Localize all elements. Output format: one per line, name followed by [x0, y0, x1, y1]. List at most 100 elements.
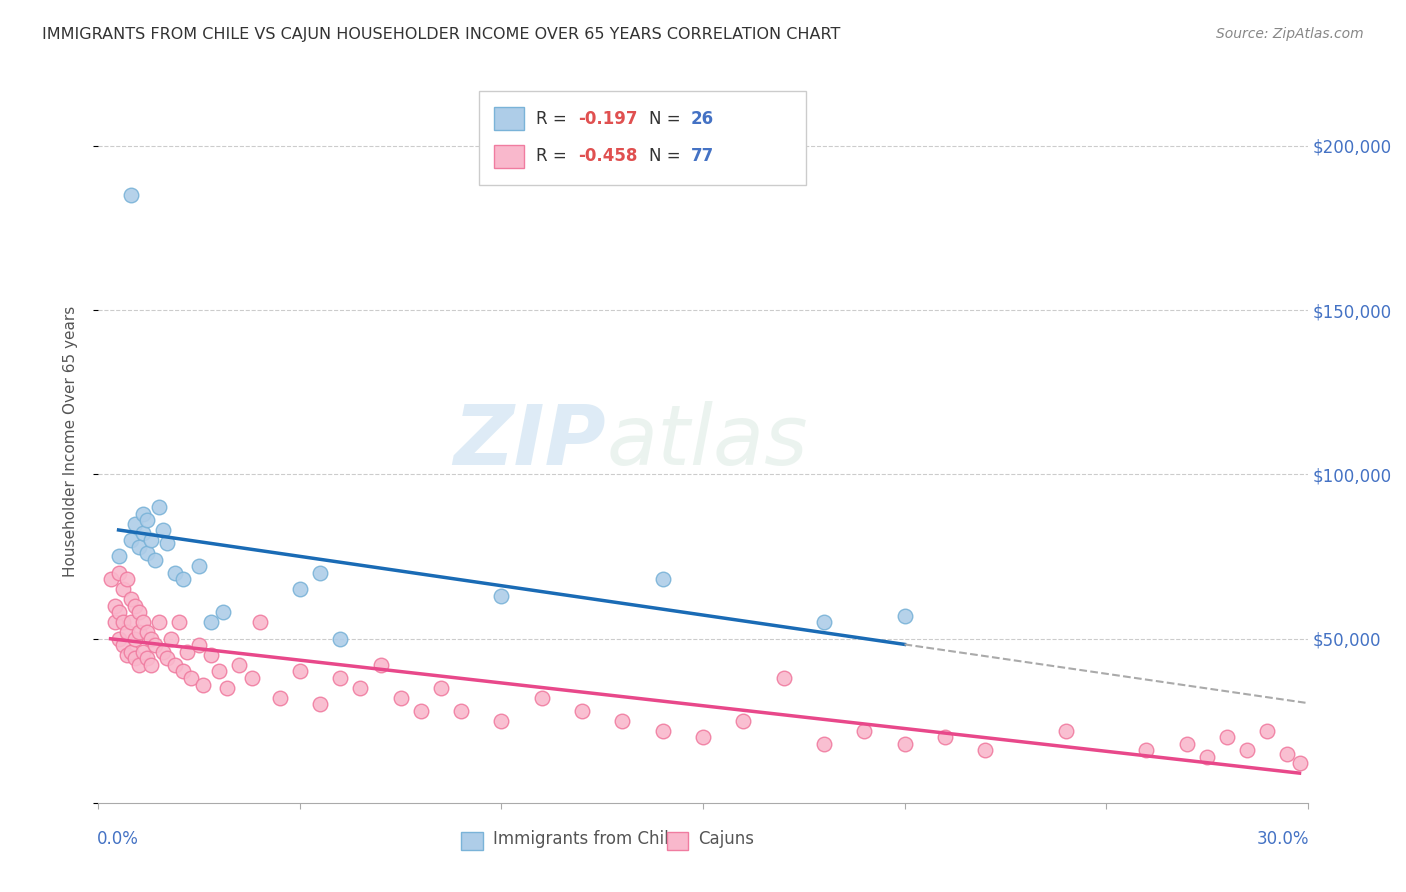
Point: [651, 723, 673, 738]
Point: [107, 605, 129, 619]
Point: [135, 651, 157, 665]
Point: [172, 665, 194, 679]
Text: R =: R =: [536, 147, 572, 165]
Point: [156, 536, 179, 550]
Text: 26: 26: [690, 110, 714, 128]
Text: 77: 77: [690, 147, 714, 165]
Point: [143, 553, 166, 567]
Point: [128, 605, 150, 619]
Point: [188, 559, 211, 574]
Bar: [666, 831, 689, 850]
Text: Cajuns: Cajuns: [699, 830, 754, 848]
Point: [176, 645, 198, 659]
Point: [139, 632, 162, 646]
Point: [612, 714, 634, 728]
Text: ZIP: ZIP: [454, 401, 606, 482]
Point: [160, 632, 183, 646]
Point: [120, 533, 142, 547]
Text: N =: N =: [648, 110, 686, 128]
Point: [163, 566, 186, 580]
Point: [240, 671, 263, 685]
Point: [120, 645, 142, 659]
Point: [409, 704, 432, 718]
Text: IMMIGRANTS FROM CHILE VS CAJUN HOUSEHOLDER INCOME OVER 65 YEARS CORRELATION CHAR: IMMIGRANTS FROM CHILE VS CAJUN HOUSEHOLD…: [42, 27, 841, 42]
Point: [107, 549, 129, 564]
Point: [309, 698, 332, 712]
Point: [163, 657, 186, 672]
Text: Source: ZipAtlas.com: Source: ZipAtlas.com: [1216, 27, 1364, 41]
Point: [1236, 743, 1258, 757]
Point: [430, 681, 453, 695]
Point: [200, 615, 222, 630]
Text: R =: R =: [536, 110, 572, 128]
Point: [107, 566, 129, 580]
Point: [135, 513, 157, 527]
Point: [128, 625, 150, 640]
Point: [135, 625, 157, 640]
Point: [115, 573, 138, 587]
Text: -0.458: -0.458: [578, 147, 638, 165]
Point: [128, 540, 150, 554]
Point: [120, 615, 142, 630]
Bar: [461, 831, 482, 850]
Point: [148, 615, 170, 630]
Point: [813, 737, 835, 751]
Point: [491, 714, 513, 728]
Point: [132, 615, 155, 630]
Point: [148, 500, 170, 515]
Point: [288, 582, 311, 597]
Point: [103, 599, 125, 613]
Point: [1256, 723, 1278, 738]
Text: -0.197: -0.197: [578, 110, 638, 128]
Point: [212, 605, 235, 619]
Point: [1054, 723, 1077, 738]
Point: [329, 671, 352, 685]
Point: [893, 608, 915, 623]
Point: [172, 573, 194, 587]
Point: [132, 645, 155, 659]
Point: [107, 632, 129, 646]
Point: [1216, 730, 1239, 744]
Point: [217, 681, 239, 695]
Point: [893, 737, 915, 751]
Point: [143, 638, 166, 652]
Point: [200, 648, 222, 662]
Point: [491, 589, 513, 603]
Point: [180, 671, 202, 685]
Point: [124, 599, 146, 613]
Text: N =: N =: [648, 147, 686, 165]
Point: [115, 648, 138, 662]
Point: [530, 690, 553, 705]
Point: [208, 665, 231, 679]
Point: [228, 657, 250, 672]
Point: [124, 516, 146, 531]
Point: [139, 657, 162, 672]
Point: [188, 638, 211, 652]
Point: [1175, 737, 1198, 751]
Point: [103, 615, 125, 630]
Bar: [494, 107, 524, 130]
Point: [772, 671, 794, 685]
Point: [370, 657, 392, 672]
Point: [128, 657, 150, 672]
Text: 0.0%: 0.0%: [97, 830, 139, 848]
Point: [733, 714, 755, 728]
Point: [115, 625, 138, 640]
Point: [139, 533, 162, 547]
Point: [389, 690, 412, 705]
Point: [1288, 756, 1310, 771]
Bar: [479, 91, 806, 185]
Point: [120, 592, 142, 607]
Point: [1135, 743, 1157, 757]
Point: [249, 615, 271, 630]
Point: [120, 188, 142, 202]
Bar: [494, 145, 524, 168]
Point: [124, 651, 146, 665]
Point: [571, 704, 593, 718]
Point: [193, 677, 215, 691]
Point: [934, 730, 956, 744]
Point: [1277, 747, 1299, 761]
Point: [1195, 749, 1218, 764]
Point: [813, 615, 835, 630]
Point: [100, 573, 122, 587]
